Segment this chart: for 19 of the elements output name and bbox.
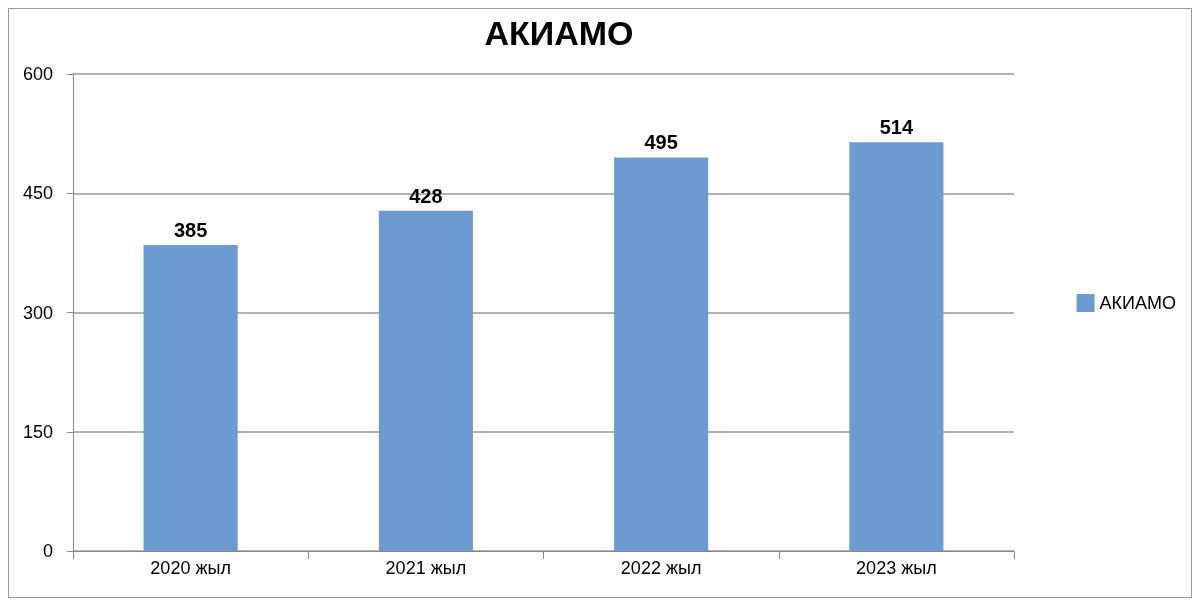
x-tick-label: 2020 жыл — [150, 558, 231, 578]
legend-label: АКИАМО — [1099, 293, 1177, 313]
data-label: 428 — [409, 184, 443, 207]
x-tick-label: 2022 жыл — [620, 558, 702, 578]
data-label: 385 — [173, 218, 208, 241]
bar — [143, 244, 238, 551]
y-tick-label: 450 — [22, 183, 53, 204]
chart-title: АКИАМО — [484, 14, 634, 52]
y-tick-label: 600 — [22, 64, 53, 84]
data-label: 514 — [879, 116, 914, 139]
y-tick-label: 300 — [22, 302, 53, 323]
y-tick-label: 0 — [42, 541, 53, 561]
bar — [378, 210, 473, 551]
y-tick-label: 150 — [22, 421, 53, 442]
data-label: 495 — [644, 131, 678, 154]
x-tick-label: 2023 жыл — [856, 558, 937, 578]
bar — [849, 142, 944, 551]
bar — [614, 157, 709, 551]
x-tick-label: 2021 жыл — [385, 558, 467, 578]
